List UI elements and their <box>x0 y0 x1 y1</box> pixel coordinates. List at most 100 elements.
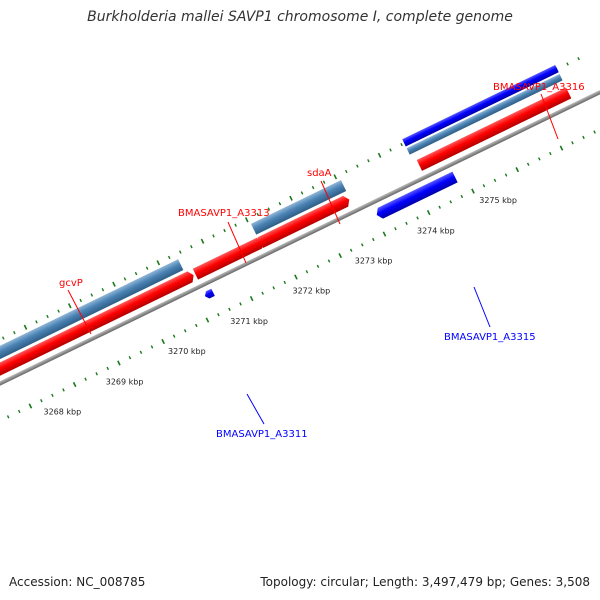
minor-tick <box>449 200 453 204</box>
minor-tick <box>566 62 569 66</box>
major-tick <box>156 260 161 266</box>
minor-tick <box>327 259 331 263</box>
leader-line <box>320 180 341 225</box>
minor-tick <box>84 377 87 381</box>
minor-tick <box>150 345 154 349</box>
minor-tick <box>228 307 231 311</box>
major-tick <box>382 231 387 237</box>
tick-label: 3274 kbp <box>417 226 455 235</box>
minor-tick <box>256 212 260 217</box>
major-tick <box>338 252 343 259</box>
minor-tick <box>223 228 226 233</box>
major-tick <box>515 167 520 173</box>
minor-tick <box>145 266 149 270</box>
minor-tick <box>101 288 105 292</box>
gene-label[interactable]: gcvP <box>59 278 83 289</box>
minor-tick <box>349 248 353 252</box>
gene-label[interactable]: BMASAVP1_A3311 <box>216 429 308 440</box>
major-tick <box>559 145 564 151</box>
major-tick <box>28 403 33 409</box>
minor-tick <box>316 264 320 269</box>
major-tick <box>67 303 72 309</box>
minor-tick <box>212 234 215 238</box>
gene-arrow-sdaA[interactable] <box>257 194 352 249</box>
minor-tick <box>394 227 397 231</box>
minor-tick <box>95 372 98 376</box>
major-tick <box>161 338 165 345</box>
major-tick <box>333 174 338 180</box>
minor-tick <box>593 130 596 134</box>
minor-tick <box>167 255 171 260</box>
gene-label[interactable]: BMASAVP1_A3315 <box>444 332 536 343</box>
feature-track-reverse <box>203 171 458 300</box>
minor-tick <box>526 162 530 166</box>
tick-label: 3271 kbp <box>230 317 268 326</box>
gene-arrow-BMASAVP1_A3315[interactable] <box>374 171 458 221</box>
tick-label: 3269 kbp <box>106 377 144 386</box>
minor-tick <box>549 151 552 156</box>
feature-bar[interactable] <box>0 259 184 365</box>
minor-tick <box>400 142 403 147</box>
minor-tick <box>128 356 132 360</box>
feature-track-steel <box>0 74 563 365</box>
minor-tick <box>460 194 464 199</box>
gene-arrow-BMASAVP1_A3313[interactable] <box>192 236 266 280</box>
minor-tick <box>272 286 276 290</box>
leader-line <box>473 286 491 328</box>
feature-bar-blue[interactable] <box>402 65 559 147</box>
major-tick <box>23 324 28 330</box>
minor-tick <box>57 309 60 313</box>
major-tick <box>200 238 205 244</box>
minor-tick <box>51 393 54 397</box>
feature-track-blue-upper <box>402 65 559 147</box>
minor-tick <box>504 173 508 177</box>
minor-tick <box>190 245 193 249</box>
minor-tick <box>367 159 370 163</box>
minor-tick <box>90 293 94 297</box>
major-tick <box>117 360 121 366</box>
major-tick <box>249 295 254 302</box>
minor-tick <box>372 237 375 242</box>
minor-tick <box>267 207 271 211</box>
major-tick <box>112 281 116 287</box>
feature-bar[interactable] <box>250 180 347 235</box>
tick-label: 3273 kbp <box>355 257 393 266</box>
minor-tick <box>46 314 49 319</box>
minor-tick <box>493 178 497 183</box>
tick-label: 3275 kbp <box>479 196 517 205</box>
minor-tick <box>537 157 541 161</box>
minor-tick <box>416 216 419 220</box>
major-tick <box>244 217 249 223</box>
minor-tick <box>278 202 282 206</box>
minor-tick <box>344 169 348 174</box>
minor-tick <box>13 330 16 335</box>
gene-label[interactable]: BMASAVP1_A3316 <box>493 82 585 93</box>
minor-tick <box>40 399 43 403</box>
leader-line <box>540 93 559 140</box>
gene-arrow-BMASAVP1_A3316[interactable] <box>416 87 572 171</box>
gene-arrow-BMASAVP1_A3311[interactable] <box>203 288 215 300</box>
minor-tick <box>389 148 392 152</box>
major-tick <box>426 209 431 216</box>
map-title: Burkholderia mallei SAVP1 chromosome I, … <box>87 9 513 25</box>
feature-track-forward <box>0 87 572 379</box>
gene-label[interactable]: sdaA <box>307 168 332 179</box>
minor-tick <box>172 334 176 338</box>
major-tick <box>289 195 293 201</box>
minor-tick <box>239 302 242 306</box>
minor-tick <box>35 320 38 324</box>
minor-tick <box>360 243 364 247</box>
gene-arrow-gcvP[interactable] <box>0 270 196 379</box>
gene-callouts: gcvP BMASAVP1_A3313 sdaA BMASAVP1_A3316 … <box>59 82 585 440</box>
minor-tick <box>217 313 220 317</box>
minor-tick <box>577 56 580 61</box>
minor-tick <box>139 350 143 354</box>
feature-bar[interactable] <box>406 74 563 155</box>
tick-track-inner: 3268 kbp 3269 kbp 3270 kbp 3271 kbp 3272 kbp… <box>6 130 596 419</box>
minor-tick <box>322 180 326 184</box>
gene-label[interactable]: BMASAVP1_A3313 <box>178 208 270 219</box>
minor-tick <box>183 329 187 333</box>
minor-tick <box>179 250 182 254</box>
minor-tick <box>482 184 486 188</box>
